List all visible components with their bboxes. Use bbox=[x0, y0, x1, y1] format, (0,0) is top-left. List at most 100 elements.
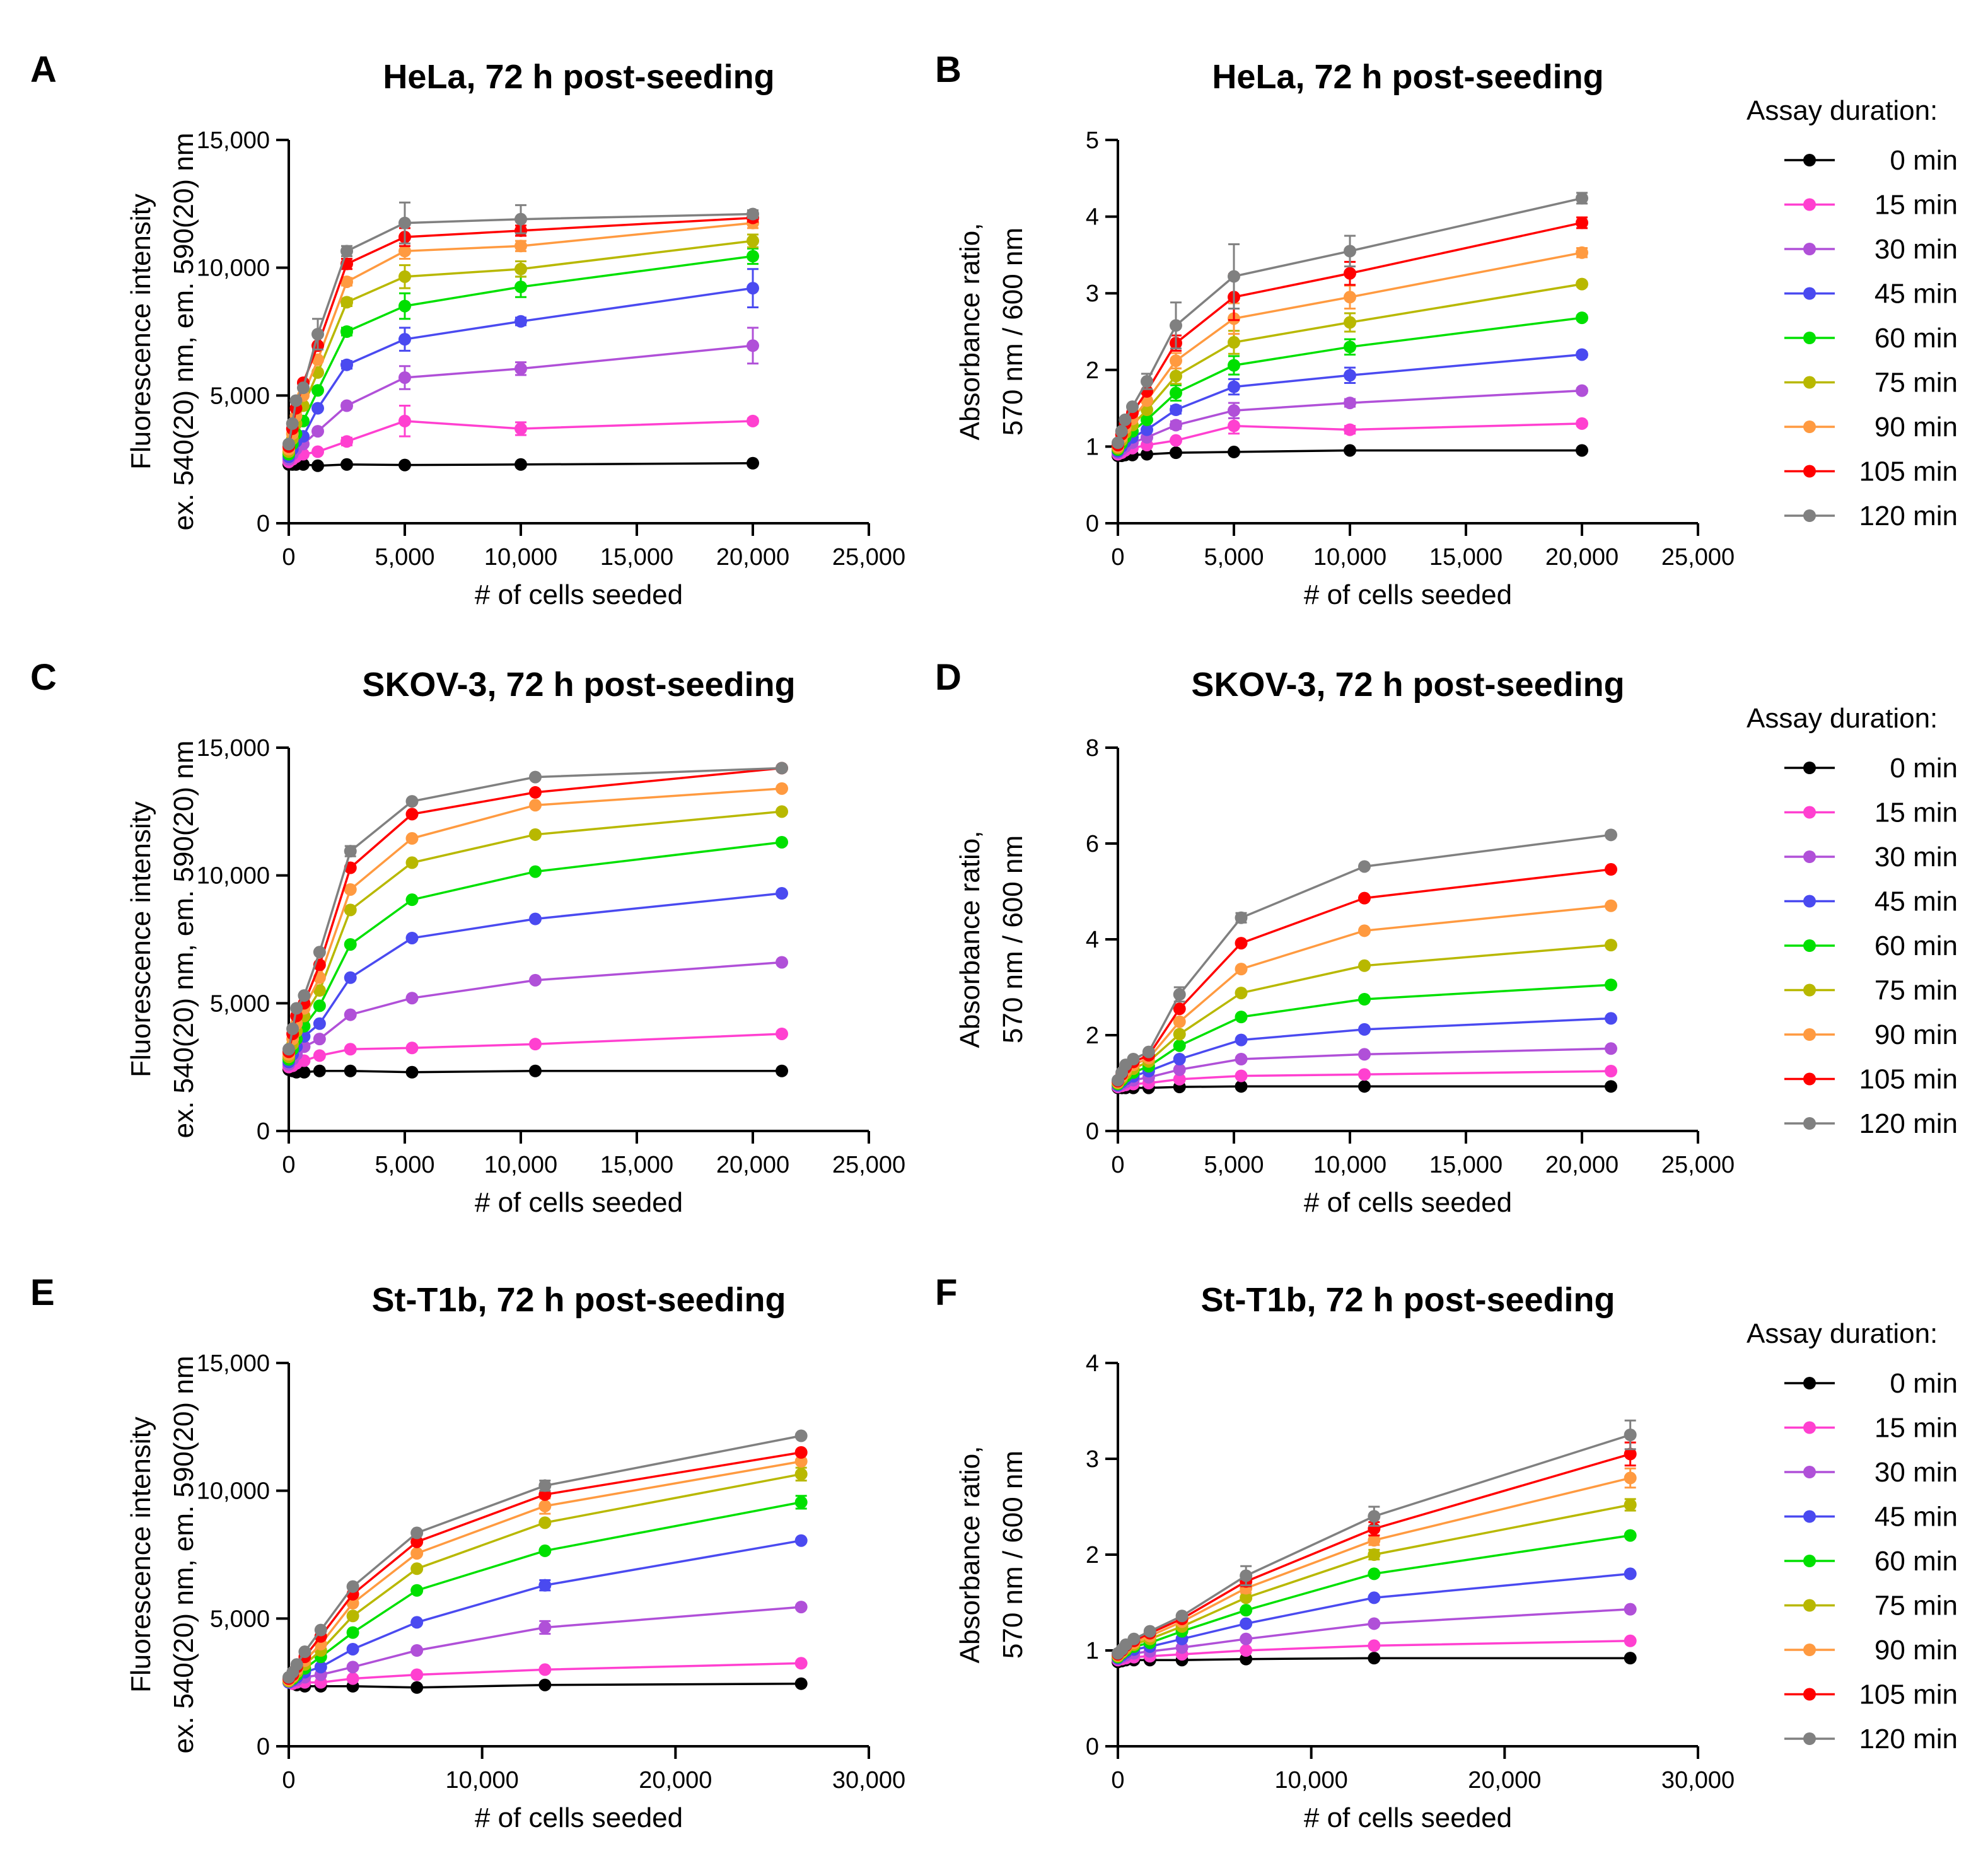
x-tick-label: 10,000 bbox=[1275, 1767, 1348, 1794]
data-point bbox=[1173, 1072, 1186, 1086]
data-point bbox=[1235, 937, 1248, 950]
data-point bbox=[286, 1022, 299, 1035]
x-tick-label: 10,000 bbox=[1313, 1152, 1386, 1178]
chart-panel-e: E St-T1b, 72 h post-seeding 0 10,000 20,000 3… bbox=[30, 1272, 905, 1833]
data-point bbox=[794, 1534, 808, 1547]
legend-swatch-marker bbox=[1803, 1644, 1816, 1656]
data-point bbox=[538, 1516, 552, 1529]
legend-swatch-marker bbox=[1803, 1072, 1816, 1086]
legend-swatch-marker bbox=[1803, 332, 1816, 344]
panel-letter: A bbox=[30, 49, 57, 90]
data-point bbox=[346, 1609, 359, 1623]
legend-label: 45 min bbox=[1875, 886, 1958, 917]
legend-swatch-marker bbox=[1803, 420, 1816, 433]
legend-label: 30 min bbox=[1875, 234, 1958, 265]
chart-title: HeLa, 72 h post-seeding bbox=[1212, 58, 1603, 96]
data-point bbox=[514, 315, 527, 328]
data-point bbox=[1605, 828, 1617, 842]
data-point bbox=[1624, 1529, 1637, 1542]
chart-title: HeLa, 72 h post-seeding bbox=[383, 58, 774, 96]
data-point bbox=[344, 1008, 357, 1021]
data-point bbox=[313, 984, 326, 997]
data-point bbox=[313, 999, 326, 1012]
data-point bbox=[1228, 336, 1240, 349]
data-point bbox=[410, 1644, 424, 1657]
legend-label: 75 min bbox=[1875, 368, 1958, 398]
legend-swatch-marker bbox=[1803, 762, 1816, 774]
data-point bbox=[1576, 246, 1588, 259]
legend-label: 45 min bbox=[1875, 1502, 1958, 1533]
y-axis-label: Fluorescence intensity ex. 540(20) nm, em… bbox=[125, 1356, 199, 1754]
legend-label: 0 min bbox=[1890, 1368, 1958, 1399]
data-point bbox=[1127, 1053, 1140, 1065]
legend-swatch-marker bbox=[1803, 1555, 1816, 1567]
series-90-min bbox=[282, 216, 759, 456]
legend-entry: 90 min bbox=[1784, 1635, 1958, 1666]
data-point bbox=[340, 275, 353, 288]
data-point bbox=[1170, 419, 1182, 432]
y-tick-label: 5,000 bbox=[210, 1606, 270, 1632]
legend-swatch-marker bbox=[1803, 1028, 1816, 1041]
legend-swatch-marker bbox=[1803, 895, 1816, 908]
y-axis-label: Fluorescence intensity ex. 540(20) nm, em… bbox=[125, 133, 199, 531]
data-point bbox=[311, 328, 324, 341]
data-point bbox=[1576, 417, 1588, 430]
data-point bbox=[311, 445, 324, 458]
series-0-min bbox=[1112, 444, 1588, 462]
x-tick-label: 20,000 bbox=[1468, 1767, 1541, 1794]
data-point bbox=[1228, 419, 1240, 432]
legend-swatch-marker bbox=[1803, 983, 1816, 997]
legend-swatch-marker bbox=[1803, 1688, 1816, 1701]
legend-label: 90 min bbox=[1875, 1019, 1958, 1050]
legend-swatch-marker bbox=[1803, 1510, 1816, 1523]
legend-entry: 45 min bbox=[1784, 1502, 1958, 1533]
y-tick-label: 3 bbox=[1086, 1446, 1099, 1473]
data-point bbox=[313, 1033, 326, 1046]
data-point bbox=[1358, 1068, 1371, 1081]
x-tick-label: 0 bbox=[1111, 544, 1124, 571]
data-point bbox=[1358, 1023, 1371, 1036]
chart-panel-f: F St-T1b, 72 h post-seeding 0 10,000 20,000 3… bbox=[935, 1272, 1735, 1833]
chart-title: St-T1b, 72 h post-seeding bbox=[1200, 1281, 1615, 1319]
data-point bbox=[1141, 375, 1153, 388]
legend-swatch-marker bbox=[1803, 850, 1816, 863]
legend-label: 90 min bbox=[1875, 1635, 1958, 1666]
data-point bbox=[747, 339, 759, 352]
data-point bbox=[538, 1621, 552, 1634]
data-point bbox=[405, 808, 419, 821]
data-point bbox=[1173, 1063, 1186, 1076]
series-120-min bbox=[1112, 192, 1588, 449]
data-point bbox=[1228, 359, 1240, 372]
data-point bbox=[1235, 1069, 1248, 1082]
data-point bbox=[405, 893, 419, 907]
data-point bbox=[1235, 911, 1248, 924]
legend-title: Assay duration: bbox=[1747, 1318, 1938, 1349]
data-point bbox=[794, 1429, 808, 1442]
data-point bbox=[405, 856, 419, 869]
legend-swatch-marker bbox=[1803, 1599, 1816, 1612]
data-point bbox=[346, 1642, 359, 1656]
legend-entry: 15 min bbox=[1784, 1413, 1958, 1444]
legend-entry: 15 min bbox=[1784, 797, 1958, 828]
legend-label: 120 min bbox=[1859, 1108, 1958, 1139]
data-point bbox=[405, 1065, 419, 1079]
data-point bbox=[514, 212, 527, 226]
legend-swatch-marker bbox=[1803, 465, 1816, 478]
series-line bbox=[288, 1501, 802, 1683]
x-tick-label: 0 bbox=[1111, 1152, 1124, 1178]
data-point bbox=[344, 845, 357, 858]
series-60-min bbox=[282, 835, 788, 1066]
data-point bbox=[1141, 423, 1153, 436]
data-point bbox=[1358, 1080, 1371, 1093]
data-point bbox=[1576, 216, 1588, 229]
x-tick-label: 15,000 bbox=[600, 544, 673, 571]
legend-entry: 30 min bbox=[1784, 842, 1958, 873]
series-0-min bbox=[282, 1063, 788, 1079]
data-point bbox=[1240, 1632, 1253, 1645]
legend-entry: 0 min bbox=[1784, 1368, 1958, 1399]
data-point bbox=[1605, 1065, 1617, 1077]
series-30-min bbox=[282, 327, 759, 466]
data-point bbox=[1170, 446, 1182, 460]
data-point bbox=[340, 399, 353, 412]
